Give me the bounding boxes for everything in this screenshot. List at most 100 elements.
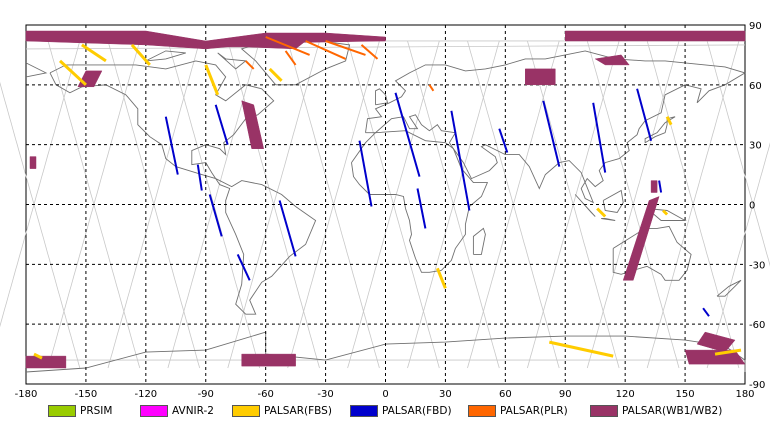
coastline [49, 60, 317, 315]
fbs-swath [130, 43, 151, 66]
fbs-swath [436, 267, 447, 289]
fbd-swath [164, 116, 179, 175]
coastline [574, 194, 596, 217]
coastline [644, 116, 676, 144]
lat-tick-label: 30 [749, 141, 762, 152]
wb-swath [25, 30, 386, 50]
fbd-swath [236, 253, 251, 281]
fbs-swath [662, 209, 669, 216]
fbs-swath [58, 59, 87, 86]
fbd-swath [394, 92, 421, 177]
coastline [472, 227, 486, 255]
fbd-swath [542, 100, 561, 167]
fbd-swath [358, 140, 373, 207]
legend: PRSIM AVNIR-2 PALSAR(FBS) PALSAR(FBD) PA… [0, 400, 770, 422]
wb-swath [565, 30, 746, 42]
lon-tick-label: 180 [735, 389, 754, 400]
fbs-swath [596, 207, 607, 218]
legend-item-palsar-fbs: PALSAR(FBS) [232, 404, 332, 418]
lat-tick-label: -90 [749, 380, 765, 391]
fbs-swath [714, 348, 742, 356]
fbd-swath [592, 102, 607, 173]
legend-item-palsar-fbd: PALSAR(FBD) [350, 404, 452, 418]
plr-swath [428, 84, 435, 92]
observation-swaths [25, 30, 746, 369]
wb-swath [29, 156, 37, 169]
legend-label-palsar-plr: PALSAR(PLR) [500, 405, 568, 417]
lon-tick-label: 120 [616, 389, 635, 400]
wb-swath [594, 54, 630, 66]
coastline [25, 62, 48, 78]
fbs-swath [204, 64, 220, 96]
wb-swath [622, 196, 660, 281]
legend-label-palsar-fbd: PALSAR(FBD) [382, 405, 452, 417]
legend-label-palsar-fbs: PALSAR(FBS) [264, 405, 332, 417]
wb-swath [241, 353, 296, 367]
coastline [145, 50, 186, 62]
legend-swatch-palsar-wb [590, 405, 618, 417]
lon-tick-label: -150 [75, 389, 98, 400]
fbd-swath [208, 194, 223, 237]
lon-tick-label: -60 [257, 389, 273, 400]
plr-swath [244, 60, 255, 70]
fbd-swath [278, 200, 297, 257]
legend-swatch-palsar-fbs [232, 405, 260, 417]
fbd-swath [214, 104, 229, 145]
coastline [351, 130, 489, 273]
lat-tick-label: -30 [749, 260, 765, 271]
fbd-swath [450, 110, 471, 211]
legend-swatch-prsim [48, 405, 76, 417]
fbs-swath [268, 67, 283, 82]
lat-tick-label: -60 [749, 320, 765, 331]
fbd-swath [416, 188, 427, 229]
lat-tick-label: 60 [749, 81, 762, 92]
coastline [365, 50, 747, 204]
wb-swath [25, 355, 67, 369]
legend-item-palsar-wb: PALSAR(WB1/WB2) [590, 404, 722, 418]
wb-swath [650, 180, 658, 193]
fbd-swath [702, 307, 710, 317]
legend-swatch-avnir2 [140, 405, 168, 417]
fbd-swath [196, 164, 203, 191]
plr-swath [284, 50, 297, 66]
legend-item-prsim: PRSIM [48, 404, 112, 418]
fbs-swath [81, 43, 107, 63]
fbd-swath [636, 88, 653, 141]
lon-tick-label: -180 [15, 389, 38, 400]
lon-tick-label: -30 [317, 389, 333, 400]
wb-swath [241, 100, 265, 149]
lat-tick-label: 0 [749, 201, 755, 212]
plr-swath [305, 40, 347, 60]
legend-label-prsim: PRSIM [80, 405, 113, 417]
orbit-track [706, 40, 770, 267]
coastline [601, 218, 616, 221]
lon-tick-label: 90 [559, 389, 572, 400]
latitude-ticks: 90 60 30 0 -30 -60 -90 [749, 21, 765, 391]
map-frame [25, 24, 746, 385]
wb-swath [684, 349, 746, 365]
lon-tick-label: 30 [439, 389, 452, 400]
legend-swatch-palsar-fbd [350, 405, 378, 417]
longitude-ticks: -180 -150 -120 -90 -60 -30 0 30 60 90 120 150 180 [15, 389, 755, 400]
legend-item-palsar-plr: PALSAR(PLR) [468, 404, 568, 418]
coastline [602, 189, 624, 213]
lat-tick-label: 90 [749, 21, 762, 32]
plr-swath [265, 36, 310, 56]
lon-tick-label: 150 [676, 389, 695, 400]
wb-swath [525, 68, 556, 86]
legend-label-avnir2: AVNIR-2 [172, 405, 214, 417]
fbd-swath [658, 180, 663, 193]
fbs-swath [33, 352, 43, 360]
plr-swath [325, 40, 366, 56]
fbs-swath [665, 116, 673, 126]
legend-label-palsar-wb: PALSAR(WB1/WB2) [622, 405, 723, 417]
plr-swath [360, 44, 379, 60]
fbd-swath [498, 128, 509, 153]
legend-item-avnir2: AVNIR-2 [140, 404, 214, 418]
lon-tick-label: 60 [499, 389, 512, 400]
legend-swatch-palsar-plr [468, 405, 496, 417]
lon-tick-label: 0 [382, 389, 388, 400]
coastline [716, 279, 742, 297]
lon-tick-label: -120 [134, 389, 157, 400]
